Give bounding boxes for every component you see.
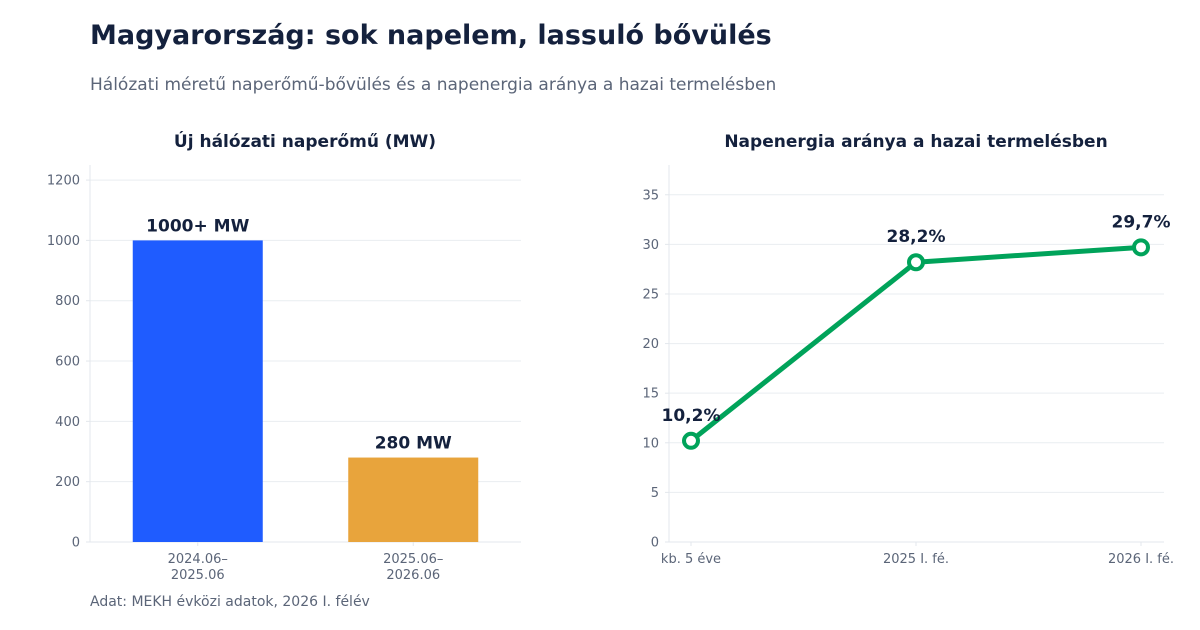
page-title: Magyarország: sok napelem, lassuló bővül…: [90, 20, 772, 51]
line-x-tick-label: 2025 I. fé.: [883, 552, 949, 567]
bar-y-tick-label: 1200: [47, 174, 80, 189]
line-chart-panel: Napenergia aránya a hazai termelésben 0 5…: [642, 132, 1174, 567]
bar-x-tick-label: 2026.06: [386, 568, 440, 583]
bar-chart-title: Új hálózati naperőmű (MW): [174, 130, 436, 152]
bar-data-label: 280 MW: [375, 434, 452, 454]
bar-chart-panel: Új hálózati naperőmű (MW) 0 200 400 600 800 1…: [47, 130, 521, 583]
bar-data-label: 1000+ MW: [146, 216, 249, 236]
line-x-tick-label: 2026 I. fé.: [1108, 552, 1174, 567]
line-y-tick-label: 25: [642, 287, 659, 302]
bar-y-tick-label: 400: [55, 415, 80, 430]
bar: [348, 457, 479, 542]
line-y-tick-label: 35: [642, 188, 659, 203]
line-point: [682, 431, 700, 450]
bar-y-tick-label: 0: [72, 536, 80, 551]
bar-y-tick-label: 1000: [47, 234, 80, 249]
bar-x-tick-label: 2024.06–: [168, 552, 228, 567]
line-x-tick-label: kb. 5 éve: [661, 552, 721, 567]
bar-y-tick-label: 600: [55, 355, 80, 370]
line-point: [907, 253, 925, 272]
line-data-label: 10,2%: [662, 406, 721, 426]
line-y-tick-label: 15: [642, 387, 659, 402]
page-subtitle: Hálózati méretű naperőmű-bővülés és a na…: [90, 75, 777, 95]
line-chart-title: Napenergia aránya a hazai termelésben: [724, 132, 1107, 152]
line-y-tick-label: 0: [651, 536, 659, 551]
line-point: [1132, 238, 1150, 257]
bar: [132, 240, 263, 542]
line-y-tick-label: 30: [642, 238, 659, 253]
line-data-label: 28,2%: [887, 227, 946, 247]
line-y-tick-label: 20: [642, 337, 659, 352]
line-y-tick-label: 5: [651, 486, 659, 501]
bar-y-tick-label: 800: [55, 294, 80, 309]
line-y-tick-label: 10: [642, 436, 659, 451]
bar-x-tick-label: 2025.06: [171, 568, 225, 583]
bar-y-tick-label: 200: [55, 475, 80, 490]
bar-x-tick-label: 2025.06–: [383, 552, 443, 567]
source-note: Adat: MEKH évközi adatok, 2026 I. félév: [90, 594, 370, 610]
line-data-label: 29,7%: [1112, 212, 1171, 232]
